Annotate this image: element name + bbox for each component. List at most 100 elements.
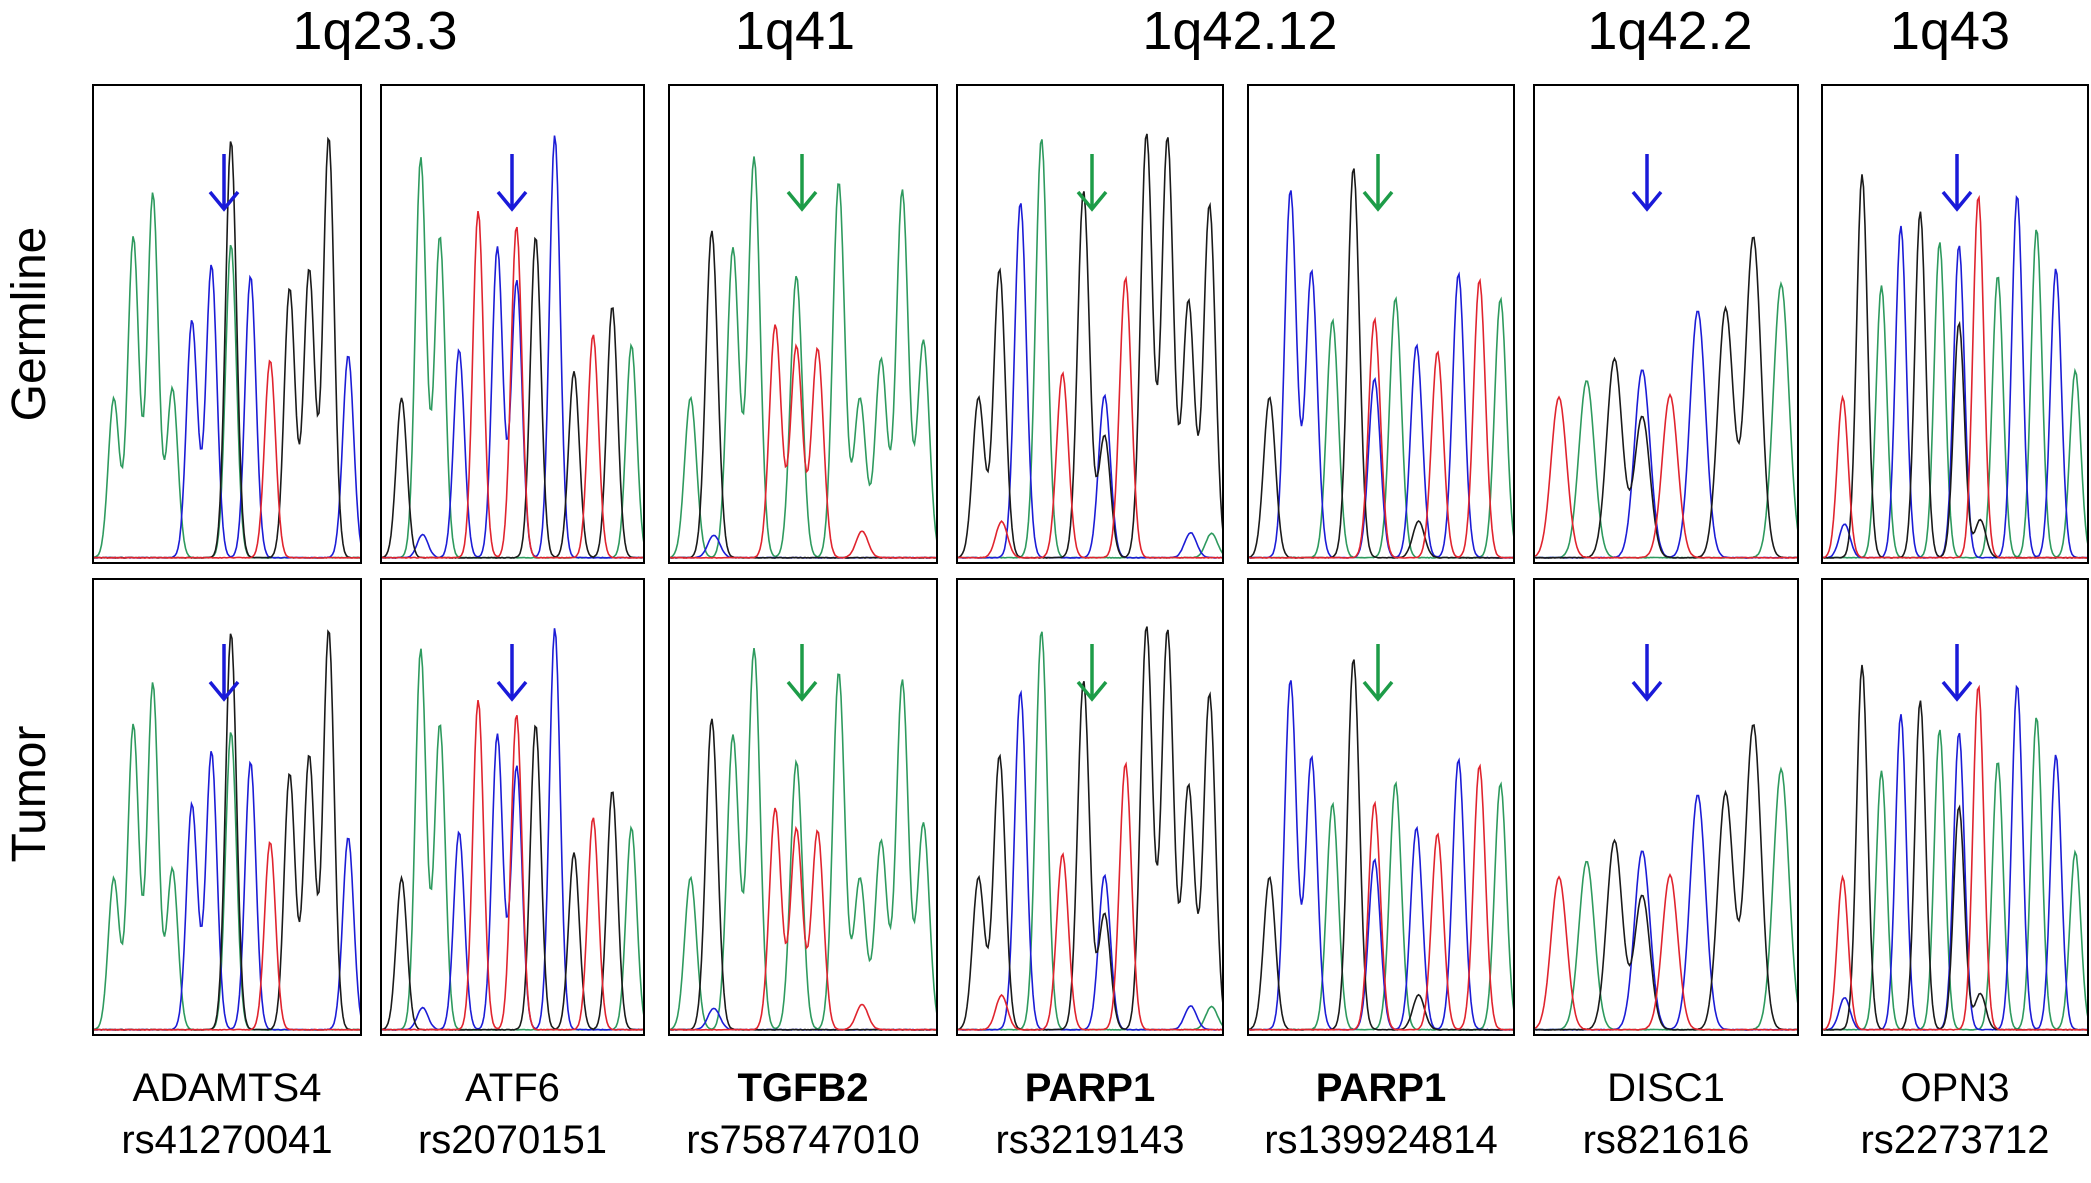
- trace-plot: [670, 647, 936, 1031]
- trace-g: [1823, 664, 2087, 1031]
- gene-name: OPN3: [1900, 1066, 2010, 1110]
- trace-c: [1535, 310, 1797, 559]
- snp-id: rs2070151: [417, 1118, 608, 1162]
- trace-c: [958, 689, 1222, 1031]
- sample-label: PARP1 rs139924814: [1217, 1062, 1545, 1166]
- green-arrow-icon: [1362, 154, 1393, 212]
- sample-label: TGFB2 rs758747010: [638, 1062, 968, 1166]
- band-label-1q42-12: 1q42.12: [1142, 1, 1338, 61]
- snp-id: rs139924814: [1264, 1118, 1498, 1162]
- trace-plot: [670, 156, 936, 559]
- trace-c: [1535, 794, 1797, 1031]
- trace-plot: [1249, 659, 1513, 1031]
- snp-id: rs41270041: [121, 1118, 333, 1162]
- blue-arrow-icon: [1631, 154, 1663, 212]
- chromatogram-germline-4: [956, 84, 1224, 564]
- trace-a: [1535, 766, 1797, 1031]
- trace-plot: [958, 626, 1222, 1031]
- sample-label: OPN3 rs2273712: [1791, 1062, 2091, 1166]
- blue-arrow-icon: [208, 154, 239, 212]
- trace-t: [1535, 392, 1797, 559]
- trace-a: [94, 682, 360, 1031]
- trace-t: [670, 807, 936, 1031]
- chromatogram-tumor-3: [668, 578, 938, 1036]
- band-label-1q43: 1q43: [1889, 1, 2011, 61]
- trace-t: [382, 210, 643, 559]
- trace-g: [1535, 724, 1797, 1031]
- gene-name: PARP1: [1315, 1066, 1447, 1110]
- trace-t: [958, 761, 1222, 1031]
- trace-plot: [1823, 664, 2087, 1031]
- trace-c: [1249, 680, 1513, 1031]
- trace-a: [1823, 717, 2087, 1031]
- trace-plot: [1535, 724, 1797, 1031]
- chromatogram-germline-7: [1821, 84, 2089, 564]
- gene-name: PARP1: [1024, 1066, 1156, 1110]
- trace-c: [382, 135, 643, 559]
- gene-name: TGFB2: [737, 1066, 869, 1110]
- blue-arrow-icon: [1941, 154, 1973, 212]
- trace-plot: [382, 135, 643, 559]
- row-label-germline: Germline: [3, 226, 56, 422]
- trace-t: [1249, 277, 1513, 559]
- trace-t: [958, 275, 1222, 559]
- trace-t: [382, 699, 643, 1031]
- trace-c: [1823, 194, 2087, 559]
- trace-a: [382, 157, 643, 559]
- chromatogram-germline-6: [1533, 84, 1799, 564]
- sample-label: ATF6 rs2070151: [350, 1062, 675, 1166]
- trace-g: [1535, 236, 1797, 559]
- gene-name: DISC1: [1607, 1066, 1725, 1110]
- chromatogram-germline-5: [1247, 84, 1515, 564]
- trace-c: [382, 628, 643, 1031]
- blue-arrow-icon: [1631, 643, 1663, 702]
- trace-g: [958, 626, 1222, 1031]
- trace-t: [1823, 684, 2087, 1031]
- blue-arrow-icon: [496, 154, 528, 212]
- band-label-1q41: 1q41: [734, 1, 856, 61]
- trace-c: [1249, 190, 1513, 559]
- trace-c: [1823, 684, 2087, 1031]
- trace-g: [1823, 174, 2087, 559]
- gene-name: ADAMTS4: [132, 1066, 322, 1110]
- trace-g: [958, 133, 1222, 559]
- chromatogram-tumor-4: [956, 578, 1224, 1036]
- chromatogram-tumor-1: [92, 578, 362, 1036]
- chromatogram-tumor-2: [380, 578, 645, 1036]
- trace-t: [94, 841, 360, 1031]
- sample-label: ADAMTS4 rs41270041: [62, 1062, 392, 1166]
- trace-a: [94, 192, 360, 559]
- snp-id: rs758747010: [686, 1118, 920, 1162]
- trace-plot: [1249, 168, 1513, 559]
- chromatogram-tumor-7: [1821, 578, 2089, 1036]
- snp-id: rs2273712: [1860, 1118, 2050, 1162]
- trace-a: [1823, 229, 2087, 559]
- trace-c: [958, 203, 1222, 559]
- trace-a: [382, 648, 643, 1031]
- green-arrow-icon: [786, 643, 818, 702]
- chromatogram-tumor-5: [1247, 578, 1515, 1036]
- blue-arrow-icon: [1941, 643, 1973, 702]
- trace-t: [670, 324, 936, 559]
- green-arrow-icon: [1076, 154, 1108, 212]
- blue-arrow-icon: [496, 643, 528, 702]
- gene-name: ATF6: [465, 1066, 560, 1110]
- blue-arrow-icon: [208, 643, 239, 702]
- band-label-1q42-2: 1q42.2: [1587, 1, 1753, 61]
- trace-t: [1535, 872, 1797, 1031]
- green-arrow-icon: [786, 154, 818, 212]
- trace-a: [670, 647, 936, 1031]
- trace-plot: [382, 628, 643, 1031]
- trace-plot: [94, 136, 360, 559]
- snp-id: rs3219143: [995, 1118, 1185, 1162]
- snp-id: rs821616: [1582, 1118, 1750, 1162]
- trace-a: [670, 156, 936, 559]
- band-label-1q23-3: 1q23.3: [292, 1, 458, 61]
- sample-label: PARP1 rs3219143: [926, 1062, 1254, 1166]
- trace-c: [670, 1007, 936, 1031]
- trace-plot: [1823, 174, 2087, 559]
- trace-plot: [1535, 236, 1797, 559]
- trace-t: [94, 359, 360, 559]
- trace-plot: [94, 629, 360, 1031]
- row-label-tumor: Tumor: [3, 725, 56, 863]
